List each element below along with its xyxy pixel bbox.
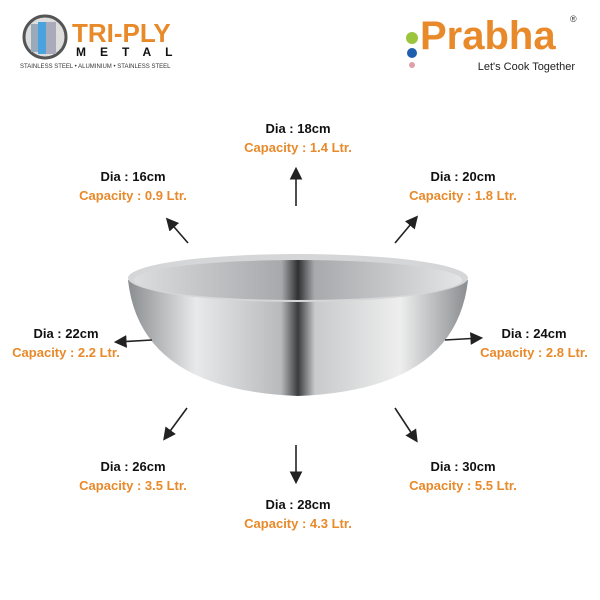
arrow-30 <box>394 407 418 443</box>
size-label-24: Dia : 24cm Capacity : 2.8 Ltr. <box>480 326 588 360</box>
arrow-26 <box>163 407 188 441</box>
arrow-22 <box>113 335 153 348</box>
size-label-22: Dia : 22cm Capacity : 2.2 Ltr. <box>12 326 120 360</box>
size-label-20: Dia : 20cm Capacity : 1.8 Ltr. <box>409 169 517 203</box>
arrow-24 <box>444 332 484 345</box>
brand-dots-icon <box>406 32 418 68</box>
arrow-20 <box>394 215 419 244</box>
triply-emblem-icon <box>22 14 68 60</box>
arrow-16 <box>165 217 189 244</box>
size-label-18: Dia : 18cm Capacity : 1.4 Ltr. <box>244 121 352 155</box>
size-label-28: Dia : 28cm Capacity : 4.3 Ltr. <box>244 497 352 531</box>
size-arrows <box>113 166 484 485</box>
size-label-26: Dia : 26cm Capacity : 3.5 Ltr. <box>79 459 187 493</box>
size-label-16: Dia : 16cm Capacity : 0.9 Ltr. <box>79 169 187 203</box>
bowl-image <box>128 254 468 396</box>
size-label-30: Dia : 30cm Capacity : 5.5 Ltr. <box>409 459 517 493</box>
